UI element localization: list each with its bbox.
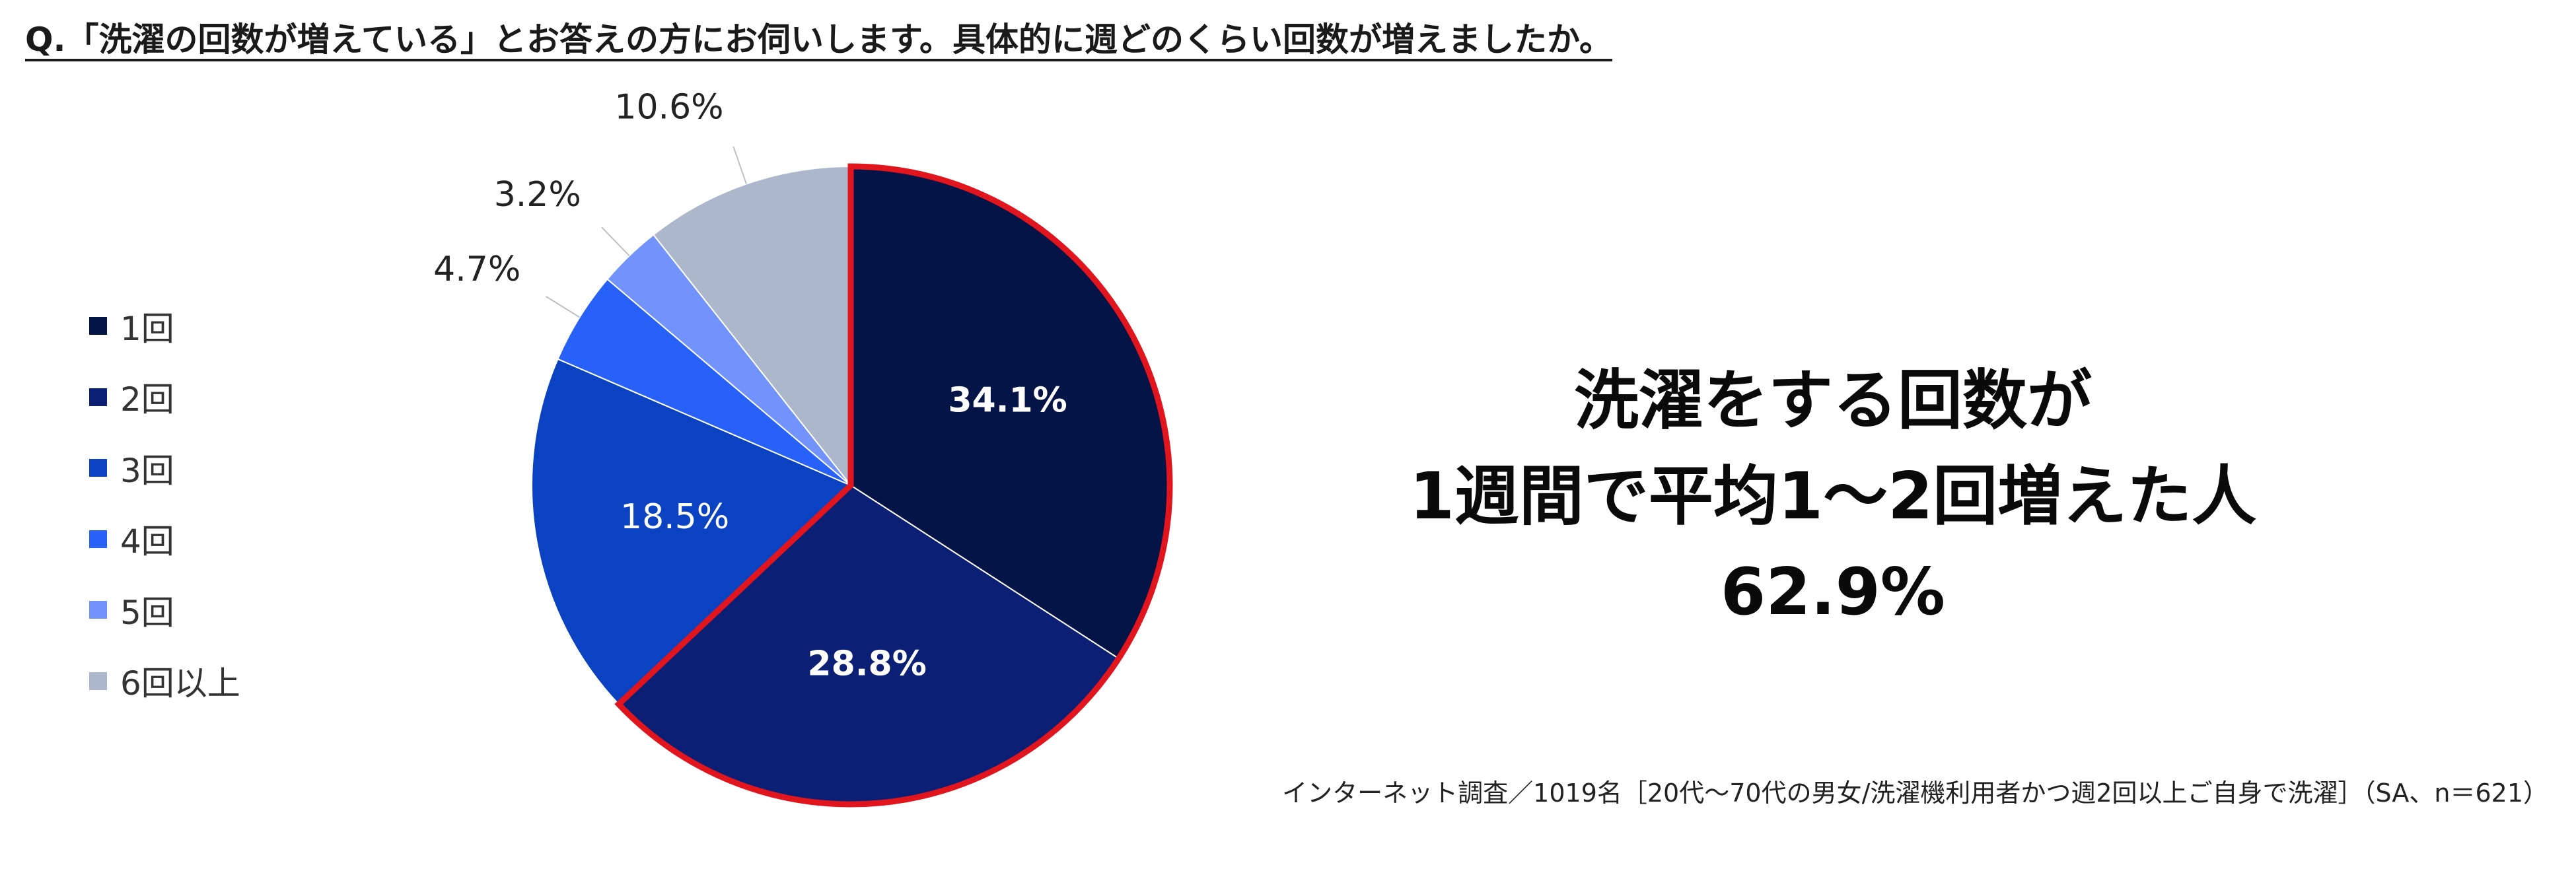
data-label: 34.1%	[948, 381, 1067, 421]
legend-swatch	[89, 672, 107, 690]
legend-label: 2回	[120, 380, 174, 419]
question-title: Q.「洗濯の回数が増えている」とお答えの方にお伺いします。具体的に週どのくらい回…	[25, 20, 1612, 59]
legend-item: 1回	[89, 291, 240, 362]
legend-item: 5回	[89, 574, 240, 646]
legend-swatch	[89, 601, 107, 619]
legend-label: 1回	[120, 309, 174, 348]
survey-footnote: インターネット調査／1019名［20代～70代の男女/洗濯機利用者かつ週2回以上…	[1282, 779, 2548, 808]
data-label: 10.6%	[614, 87, 723, 127]
callout-line2: 1週間で平均1～2回増えた人	[1409, 459, 2257, 534]
callout-value: 62.9%	[1721, 555, 1945, 630]
legend-swatch	[89, 388, 107, 406]
legend-item: 2回	[89, 362, 240, 433]
legend-item: 4回	[89, 504, 240, 575]
legend-swatch	[89, 530, 107, 548]
legend-swatch	[89, 317, 107, 335]
leader-line	[733, 146, 747, 184]
data-label: 28.8%	[807, 644, 926, 683]
callout-line1: 洗濯をする回数が	[1573, 363, 2092, 438]
callout-summary: 洗濯をする回数が 1週間で平均1～2回増えた人 62.9%	[1354, 353, 2312, 641]
chart-legend: 1回 2回 3回 4回 5回 6回以上	[89, 291, 240, 716]
data-label: 18.5%	[620, 497, 729, 537]
legend-label: 3回	[120, 451, 174, 490]
leader-line	[545, 295, 581, 318]
legend-label: 4回	[120, 522, 174, 561]
legend-label: 5回	[120, 593, 174, 632]
legend-item: 6回以上	[89, 646, 240, 717]
leader-line	[601, 226, 630, 257]
data-label: 3.2%	[494, 175, 581, 215]
highlight-outline	[614, 163, 1173, 808]
legend-item: 3回	[89, 433, 240, 504]
pie-slice	[652, 165, 851, 487]
legend-label: 6回以上	[120, 664, 240, 703]
data-label: 4.7%	[433, 250, 520, 289]
legend-swatch	[89, 459, 107, 477]
pie-slice	[531, 358, 852, 705]
